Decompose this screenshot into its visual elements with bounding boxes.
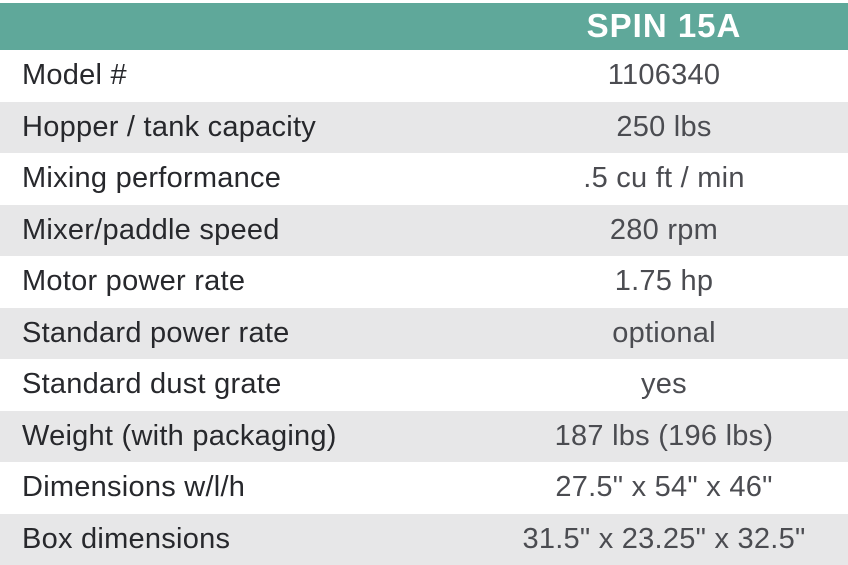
row-label: Dimensions w/l/h [22, 471, 246, 504]
row-label: Mixer/paddle speed [22, 213, 280, 246]
row-value: 1.75 hp [614, 265, 714, 298]
row-value: 27.5" x 54" x 46" [555, 471, 773, 504]
top-gap [0, 0, 848, 3]
table-row: Standard dust grate yes [0, 359, 848, 411]
table-row: Mixer/paddle speed 280 rpm [0, 204, 848, 256]
row-value: .5 cu ft / min [583, 162, 745, 195]
table-row: Hopper / tank capacity 250 lbs [0, 101, 848, 153]
row-value: 31.5" x 23.25" x 32.5" [522, 522, 806, 555]
row-label: Standard dust grate [22, 368, 282, 401]
row-label: Hopper / tank capacity [22, 110, 317, 143]
row-value: 280 rpm [609, 213, 719, 246]
table-row: Model # 1106340 [0, 50, 848, 102]
table-header-row: SPIN 15A [0, 3, 848, 50]
row-label: Weight (with packaging) [22, 419, 337, 452]
row-value: 1106340 [607, 59, 721, 92]
row-label: Motor power rate [22, 265, 246, 298]
row-label: Standard power rate [22, 316, 290, 349]
table-row: Dimensions w/l/h 27.5" x 54" x 46" [0, 462, 848, 514]
row-label: Box dimensions [22, 522, 231, 555]
row-value: yes [641, 368, 687, 401]
row-label: Mixing performance [22, 162, 282, 195]
product-name-header: SPIN 15A [586, 7, 742, 44]
table-row: Mixing performance .5 cu ft / min [0, 153, 848, 205]
table-row: Box dimensions 31.5" x 23.25" x 32.5" [0, 513, 848, 565]
row-value: 187 lbs (196 lbs) [554, 419, 774, 452]
row-value: optional [612, 316, 716, 349]
spec-rows: Model # 1106340 Hopper / tank capacity 2… [0, 50, 848, 565]
table-row: Weight (with packaging) 187 lbs (196 lbs… [0, 410, 848, 462]
table-row: Standard power rate optional [0, 307, 848, 359]
row-label: Model # [22, 59, 127, 92]
table-row: Motor power rate 1.75 hp [0, 256, 848, 308]
row-value: 250 lbs [616, 110, 712, 143]
